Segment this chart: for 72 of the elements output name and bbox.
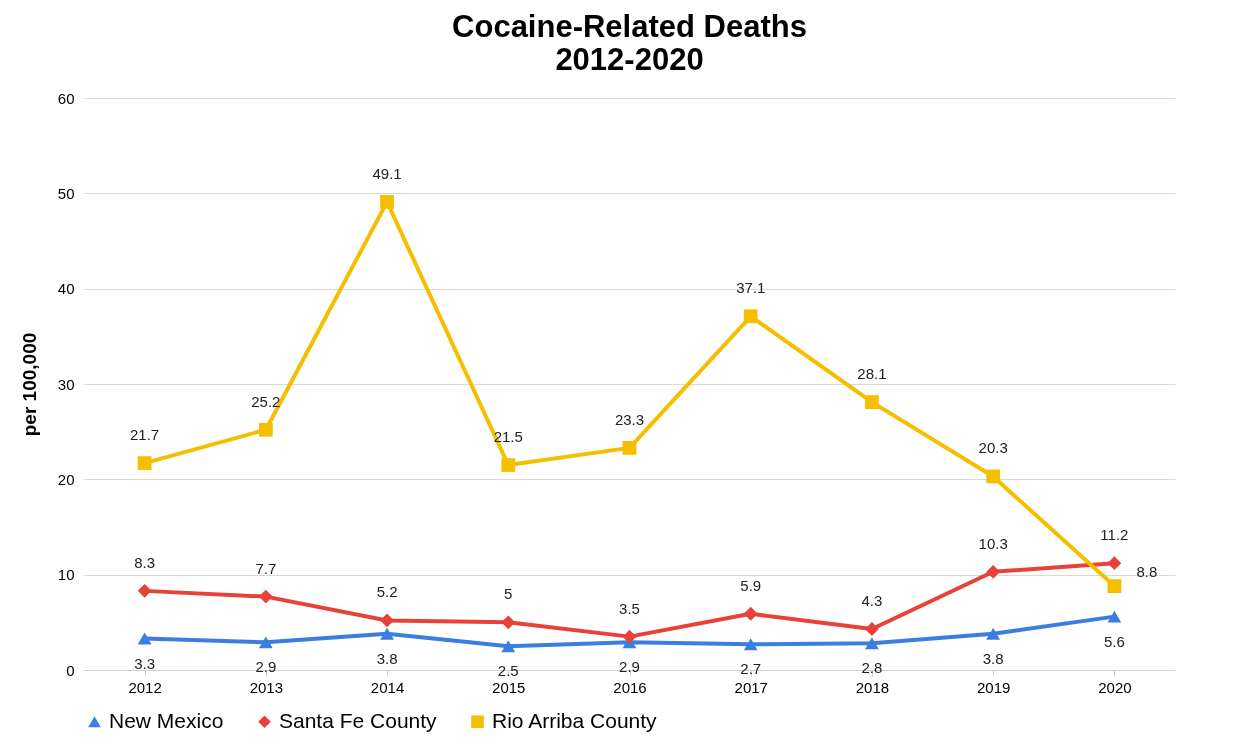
data-label: 2.5 [497, 662, 519, 680]
point [258, 422, 273, 437]
x-tick-label: 2013 [249, 678, 284, 696]
data-label: 10.3 [978, 534, 1008, 552]
data-label: 4.3 [861, 592, 883, 610]
data-label: 25.2 [251, 392, 281, 410]
chart-title: Cocaine-Related Deaths 2012-2020 [452, 9, 807, 77]
data-label: 28.1 [857, 365, 887, 383]
data-label: 2.8 [861, 659, 883, 677]
y-tick-label: 0 [66, 661, 75, 679]
data-label: 2.7 [740, 660, 762, 678]
legend-label: New Mexico [109, 708, 224, 732]
x-tick-label: 2018 [855, 678, 890, 696]
data-label: 5 [504, 585, 513, 603]
data-label: 3.5 [619, 599, 640, 617]
data-label: 7.7 [255, 559, 277, 577]
data-label: 37.1 [736, 279, 766, 297]
point [137, 456, 152, 471]
point [137, 632, 152, 645]
point [1107, 556, 1122, 571]
data-label: 3.3 [134, 654, 156, 672]
data-label: 49.1 [372, 164, 402, 182]
point [380, 613, 394, 628]
x-tick-label: 2014 [370, 678, 405, 696]
point [258, 589, 273, 604]
y-tick-label: 20 [57, 470, 75, 488]
point [622, 629, 637, 644]
legend-label: Santa Fe County [279, 708, 438, 732]
x-tick-label: 2017 [734, 678, 768, 696]
data-label: 23.3 [614, 410, 645, 428]
point [258, 636, 273, 649]
data-label: 2.9 [619, 658, 640, 676]
data-label: 3.8 [982, 649, 1004, 667]
point [865, 637, 879, 650]
point [743, 606, 758, 621]
point [137, 583, 152, 598]
x-tick-label: 2016 [613, 678, 647, 696]
y-tick-label: 30 [57, 375, 75, 393]
y-tick-label: 50 [57, 184, 75, 202]
data-label: 5.9 [740, 576, 762, 594]
point [501, 615, 516, 630]
y-tick-label: 10 [57, 566, 75, 584]
data-label: 3.8 [376, 649, 398, 667]
data-label: 2.9 [255, 658, 277, 676]
x-tick-label: 2020 [1098, 678, 1132, 696]
point [1107, 610, 1122, 623]
legend-label: Rio Arriba County [492, 708, 658, 732]
data-label: 21.7 [130, 426, 160, 444]
x-tick-label: 2012 [128, 678, 162, 696]
y-axis-title: per 100,000 [18, 332, 40, 437]
point [743, 309, 758, 324]
data-label: 5.6 [1103, 632, 1125, 650]
point [1107, 579, 1122, 593]
point [986, 627, 1001, 640]
point [865, 395, 879, 410]
y-tick-label: 60 [57, 89, 75, 107]
point [986, 469, 1001, 484]
data-label: 8.8 [1136, 563, 1158, 581]
x-tick-label: 2019 [976, 678, 1011, 696]
x-tick-label: 2015 [492, 678, 526, 696]
data-label: 8.3 [134, 553, 156, 571]
data-label: 20.3 [978, 439, 1008, 457]
point [986, 564, 1001, 579]
point [380, 195, 394, 209]
point [743, 638, 758, 651]
point [501, 640, 516, 653]
data-label: 5.2 [376, 583, 398, 601]
y-tick-label: 40 [57, 280, 75, 298]
point [622, 440, 637, 455]
point [380, 627, 394, 640]
data-label: 11.2 [1100, 526, 1129, 544]
point [501, 458, 516, 472]
